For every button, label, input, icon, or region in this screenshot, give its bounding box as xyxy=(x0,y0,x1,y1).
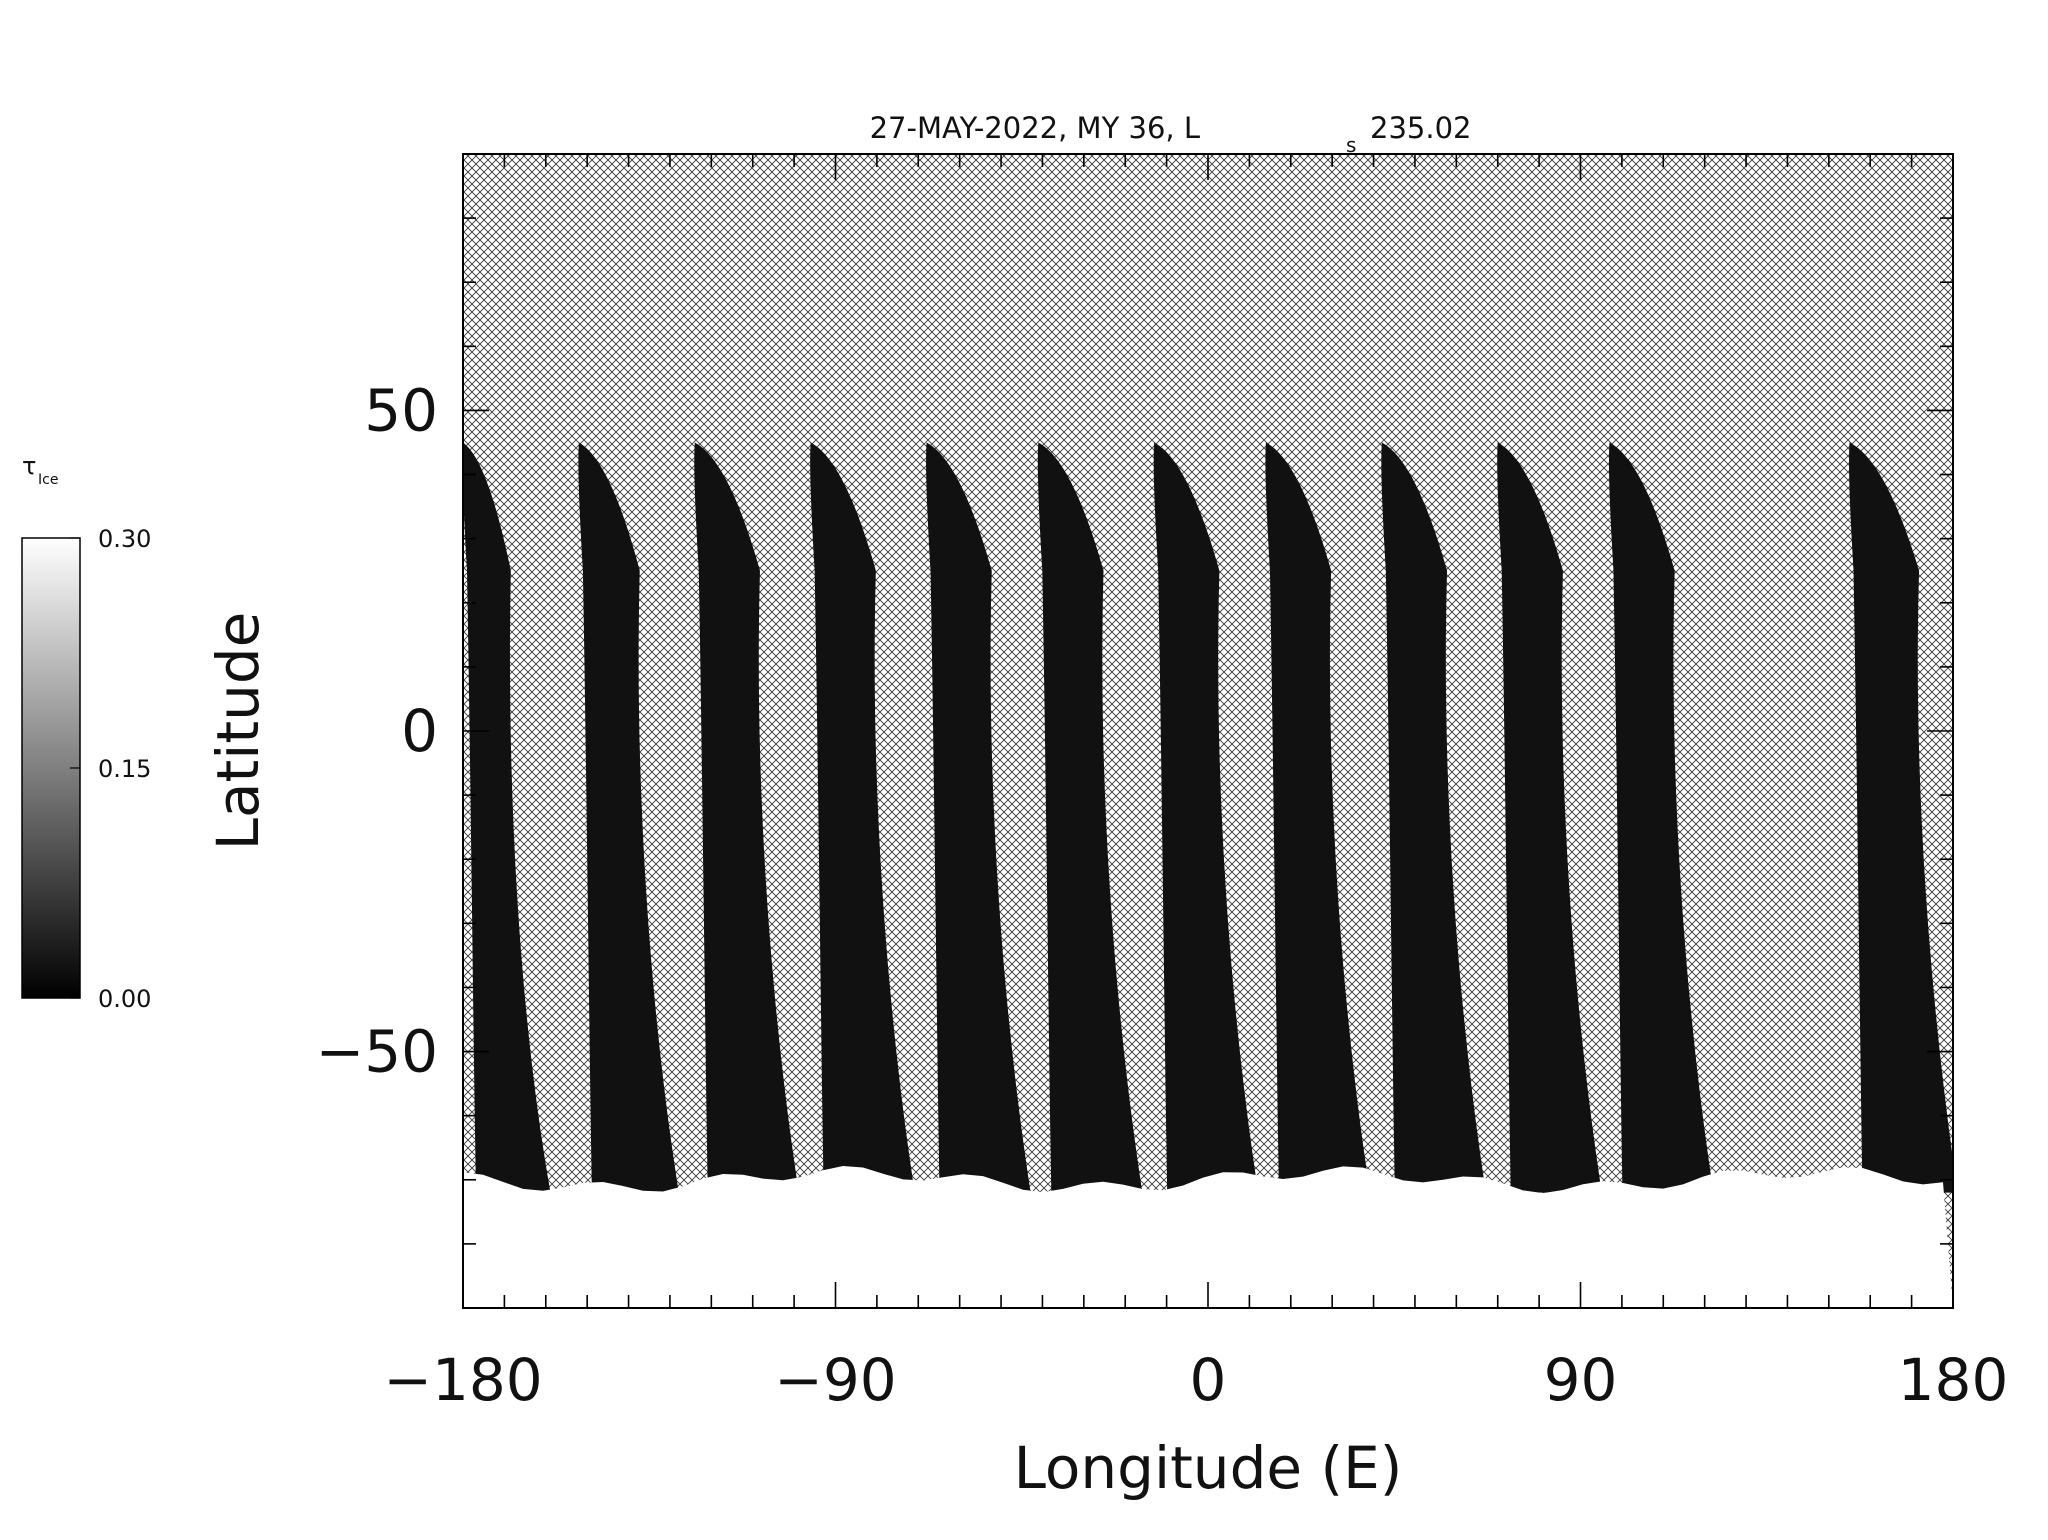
x-tick-label: 90 xyxy=(1544,1346,1618,1414)
chart-title: 27-MAY-2022, MY 36, L xyxy=(870,111,1200,145)
swath-12 xyxy=(1849,442,1953,1193)
swath-4 xyxy=(810,442,915,1193)
x-axis-ticks: −180 −90 0 90 180 xyxy=(383,154,2008,1414)
colorbar: τ Ice 0.00 0.15 0.30 xyxy=(21,452,151,1013)
y-axis-ticks: −50 0 50 xyxy=(316,153,1953,1309)
y-tick-label: 0 xyxy=(401,697,438,765)
x-tick-label: 0 xyxy=(1190,1346,1227,1414)
swath-8 xyxy=(1265,442,1371,1193)
swath-7 xyxy=(1153,442,1259,1193)
swath-3 xyxy=(694,442,799,1193)
chart-title-value: 235.02 xyxy=(1370,111,1471,145)
swath-10 xyxy=(1497,442,1602,1193)
x-tick-label: −90 xyxy=(774,1346,896,1414)
colorbar-label: τ xyxy=(22,452,36,480)
polar-ice-band xyxy=(463,1165,1953,1308)
x-tick-label: −180 xyxy=(383,1346,542,1414)
colorbar-tick-label: 0.30 xyxy=(98,525,151,553)
colorbar-label-symbol: τ xyxy=(22,452,36,480)
colorbar-tick-label: 0.15 xyxy=(98,755,151,783)
polar-ice-layer xyxy=(463,1165,1953,1308)
colorbar-tick-label: 0.00 xyxy=(98,985,151,1013)
swath-layer xyxy=(463,442,1953,1193)
chart-title-main: 27-MAY-2022, MY 36, L xyxy=(870,111,1200,145)
swath-1 xyxy=(463,442,551,1193)
colorbar-label-subscript: Ice xyxy=(38,472,58,488)
plot-area xyxy=(463,154,1953,1308)
y-tick-label: −50 xyxy=(316,1018,438,1086)
chart-title-subscript: s xyxy=(1346,133,1356,157)
y-axis-label: Latitude xyxy=(204,612,272,851)
swath-2 xyxy=(578,442,679,1193)
swath-5 xyxy=(926,442,1031,1193)
colorbar-ticks: 0.00 0.15 0.30 xyxy=(70,525,151,1013)
swath-11 xyxy=(1608,442,1714,1193)
x-axis-label: Longitude (E) xyxy=(1014,1434,1403,1502)
swath-6 xyxy=(1037,442,1143,1193)
x-tick-label: 180 xyxy=(1898,1346,2009,1414)
swath-9 xyxy=(1381,442,1486,1193)
y-tick-label: 50 xyxy=(364,376,438,444)
